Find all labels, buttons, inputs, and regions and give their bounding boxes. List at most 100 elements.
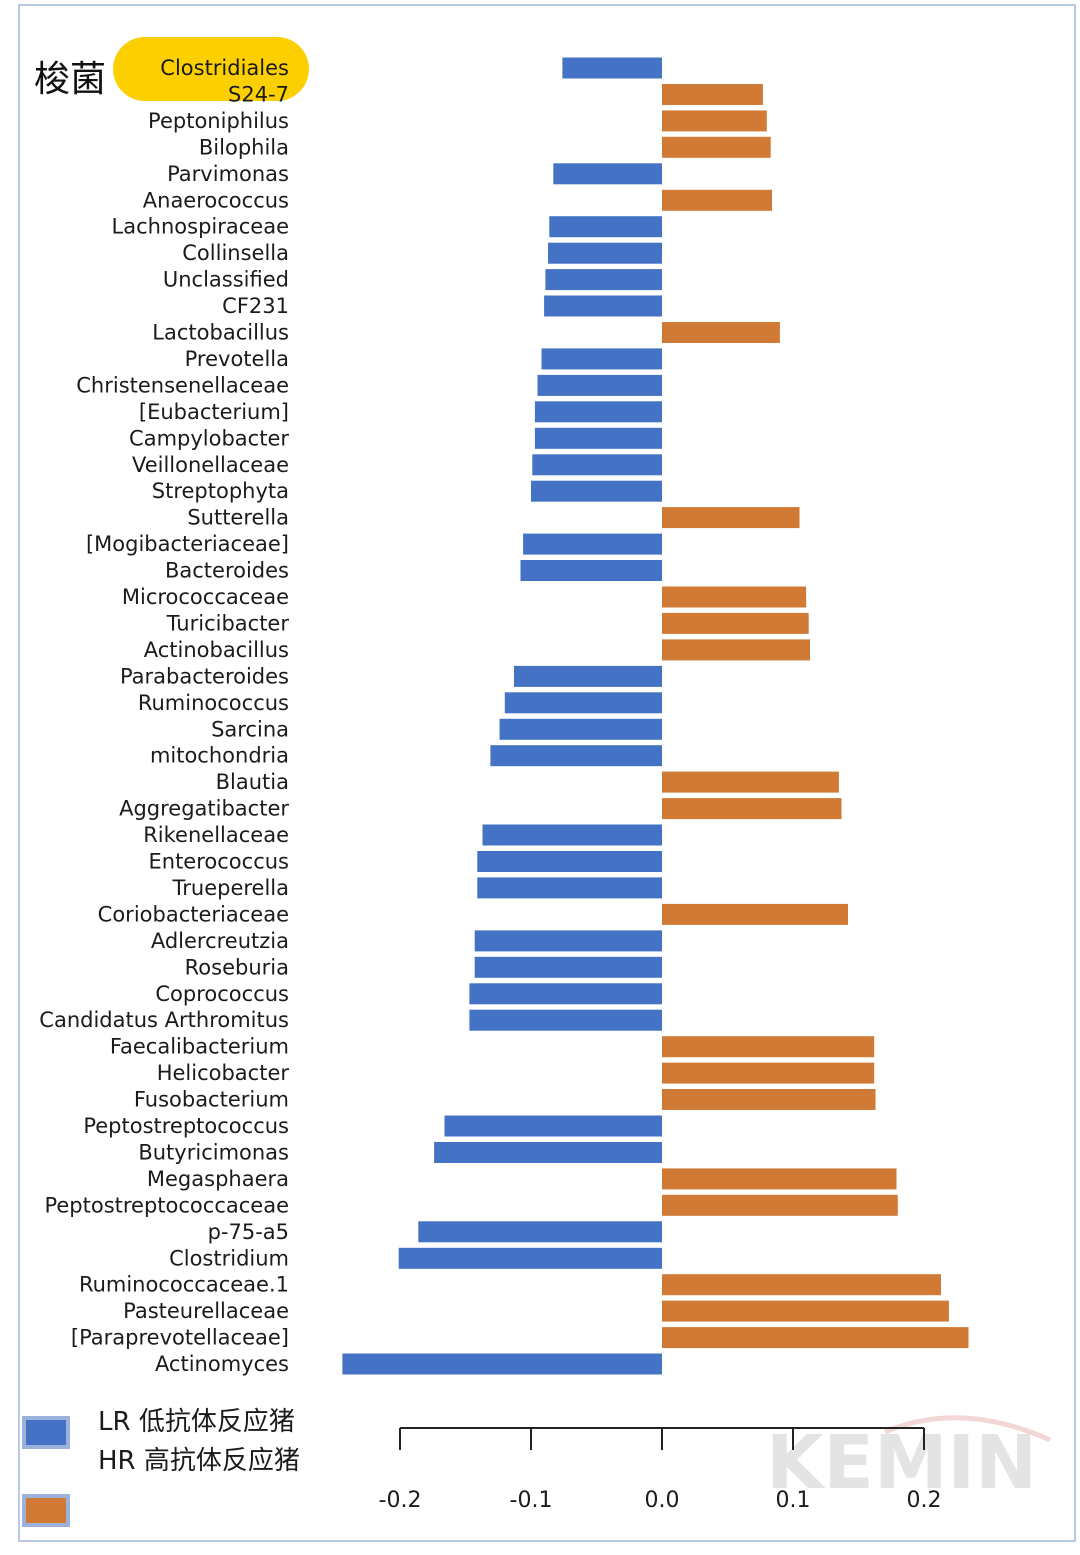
- category-label: Rikenellaceae: [143, 823, 289, 847]
- category-label: Prevotella: [185, 347, 289, 371]
- category-label: Lachnospiraceae: [112, 215, 289, 239]
- category-label: Faecalibacterium: [110, 1035, 289, 1059]
- category-label: Butyricimonas: [138, 1141, 289, 1165]
- bar-roseburia: [474, 956, 662, 978]
- side-label: 梭菌: [34, 59, 106, 100]
- bar-cf231: [544, 295, 662, 317]
- category-label: Trueperella: [172, 876, 289, 900]
- bar-coriobacteriaceae: [662, 903, 848, 925]
- bar-ruminococcus: [504, 692, 662, 714]
- bar-prevotella: [541, 348, 662, 370]
- bar-turicibacter: [662, 612, 809, 634]
- figure-frame: [18, 4, 1076, 1542]
- bar-clostridium: [398, 1247, 662, 1269]
- category-label: Parvimonas: [167, 162, 289, 186]
- legend-label: HR 高抗体反应猪: [98, 1446, 300, 1476]
- category-label: Ruminococcus: [138, 691, 289, 715]
- bar-ruminococcaceae-1: [662, 1274, 941, 1296]
- bar-peptoniphilus: [662, 110, 767, 132]
- watermark-text: KEMIN: [766, 1420, 1037, 1506]
- bar-megasphaera: [662, 1168, 897, 1190]
- bar-clostridiales: [562, 57, 662, 79]
- bar-s24-7: [662, 84, 763, 105]
- category-label: Peptoniphilus: [148, 109, 289, 133]
- bar-fusobacterium: [662, 1089, 876, 1110]
- bar-campylobacter: [534, 427, 662, 449]
- category-label: Helicobacter: [157, 1061, 290, 1085]
- bar-bilophila: [662, 136, 771, 158]
- bar-pasteurellaceae: [662, 1300, 949, 1322]
- bar-eubacterium: [534, 401, 662, 423]
- category-label: Collinsella: [182, 241, 289, 265]
- category-label: Campylobacter: [129, 426, 289, 450]
- category-label: Turicibacter: [166, 611, 290, 635]
- bar-mitochondria: [490, 745, 662, 767]
- category-label: Sutterella: [187, 506, 289, 530]
- category-label: Streptophyta: [152, 479, 289, 503]
- category-label: Clostridium: [169, 1246, 289, 1270]
- bar-coprococcus: [469, 983, 662, 1005]
- x-tick-label: 0.1: [776, 1488, 811, 1513]
- bar-lactobacillus: [662, 322, 780, 343]
- category-label: [Eubacterium]: [139, 400, 289, 424]
- category-label: Megasphaera: [147, 1167, 289, 1191]
- category-label: Pasteurellaceae: [123, 1299, 289, 1323]
- category-label: CF231: [222, 294, 289, 318]
- category-label: [Mogibacteriaceae]: [86, 532, 289, 556]
- bar-candidatus-arthromitus: [469, 1009, 662, 1031]
- bar-unclassified: [545, 269, 662, 291]
- bar-parabacteroides: [514, 665, 662, 687]
- bar-paraprevotellaceae: [662, 1327, 969, 1349]
- category-label: Blautia: [216, 770, 289, 794]
- category-label: Adlercreutzia: [151, 929, 289, 953]
- category-label: Roseburia: [185, 955, 289, 979]
- legend-swatch: [26, 1420, 66, 1445]
- category-label: Actinobacillus: [144, 638, 289, 662]
- bar-peptostreptococcus: [444, 1115, 662, 1137]
- legend-swatch: [26, 1498, 66, 1523]
- x-tick-label: -0.2: [379, 1488, 422, 1513]
- category-label: Bacteroides: [165, 559, 289, 583]
- bar-mogibacteriaceae: [523, 533, 662, 555]
- bar-peptostreptococcaceae: [662, 1194, 898, 1216]
- bar-bacteroides: [520, 560, 662, 581]
- x-tick-label: -0.1: [510, 1488, 553, 1513]
- bar-aggregatibacter: [662, 798, 842, 820]
- bar-christensenellaceae: [537, 374, 662, 396]
- bar-actinomyces: [342, 1353, 662, 1375]
- category-label: Unclassified: [163, 268, 289, 292]
- bar-veillonellaceae: [532, 454, 662, 476]
- bar-rikenellaceae: [482, 824, 662, 846]
- category-label: Anaerococcus: [143, 188, 289, 212]
- category-label: Sarcina: [211, 717, 289, 741]
- category-label: Coriobacteriaceae: [98, 902, 289, 926]
- category-label: Lactobacillus: [152, 321, 289, 345]
- bar-anaerococcus: [662, 189, 772, 211]
- category-label: Veillonellaceae: [132, 453, 289, 477]
- bar-enterococcus: [477, 851, 662, 872]
- category-label: Peptostreptococcaceae: [44, 1193, 289, 1217]
- bar-faecalibacterium: [662, 1036, 875, 1058]
- category-label: Clostridiales: [160, 56, 289, 80]
- bar-actinobacillus: [662, 639, 810, 661]
- highlight-badge: [113, 37, 309, 101]
- bar-sutterella: [662, 507, 800, 529]
- legend-label: LR 低抗体反应猪: [98, 1407, 295, 1437]
- category-label: Aggregatibacter: [119, 797, 289, 821]
- category-label: p-75-a5: [208, 1220, 289, 1244]
- bar-parvimonas: [553, 163, 662, 185]
- x-tick-label: 0.2: [907, 1488, 942, 1513]
- category-label: Ruminococcaceae.1: [79, 1273, 289, 1297]
- category-label: Micrococcaceae: [122, 585, 289, 609]
- x-tick-label: 0.0: [645, 1488, 680, 1513]
- category-label: Christensenellaceae: [76, 373, 289, 397]
- bar-sarcina: [499, 718, 662, 740]
- watermark-swoosh: [884, 1415, 1052, 1443]
- category-label: Bilophila: [199, 135, 289, 159]
- category-label: [Paraprevotellaceae]: [71, 1326, 289, 1350]
- bar-streptophyta: [531, 480, 662, 502]
- category-label: Enterococcus: [149, 850, 290, 874]
- category-label: Peptostreptococcus: [83, 1114, 289, 1138]
- category-label: Coprococcus: [155, 982, 289, 1006]
